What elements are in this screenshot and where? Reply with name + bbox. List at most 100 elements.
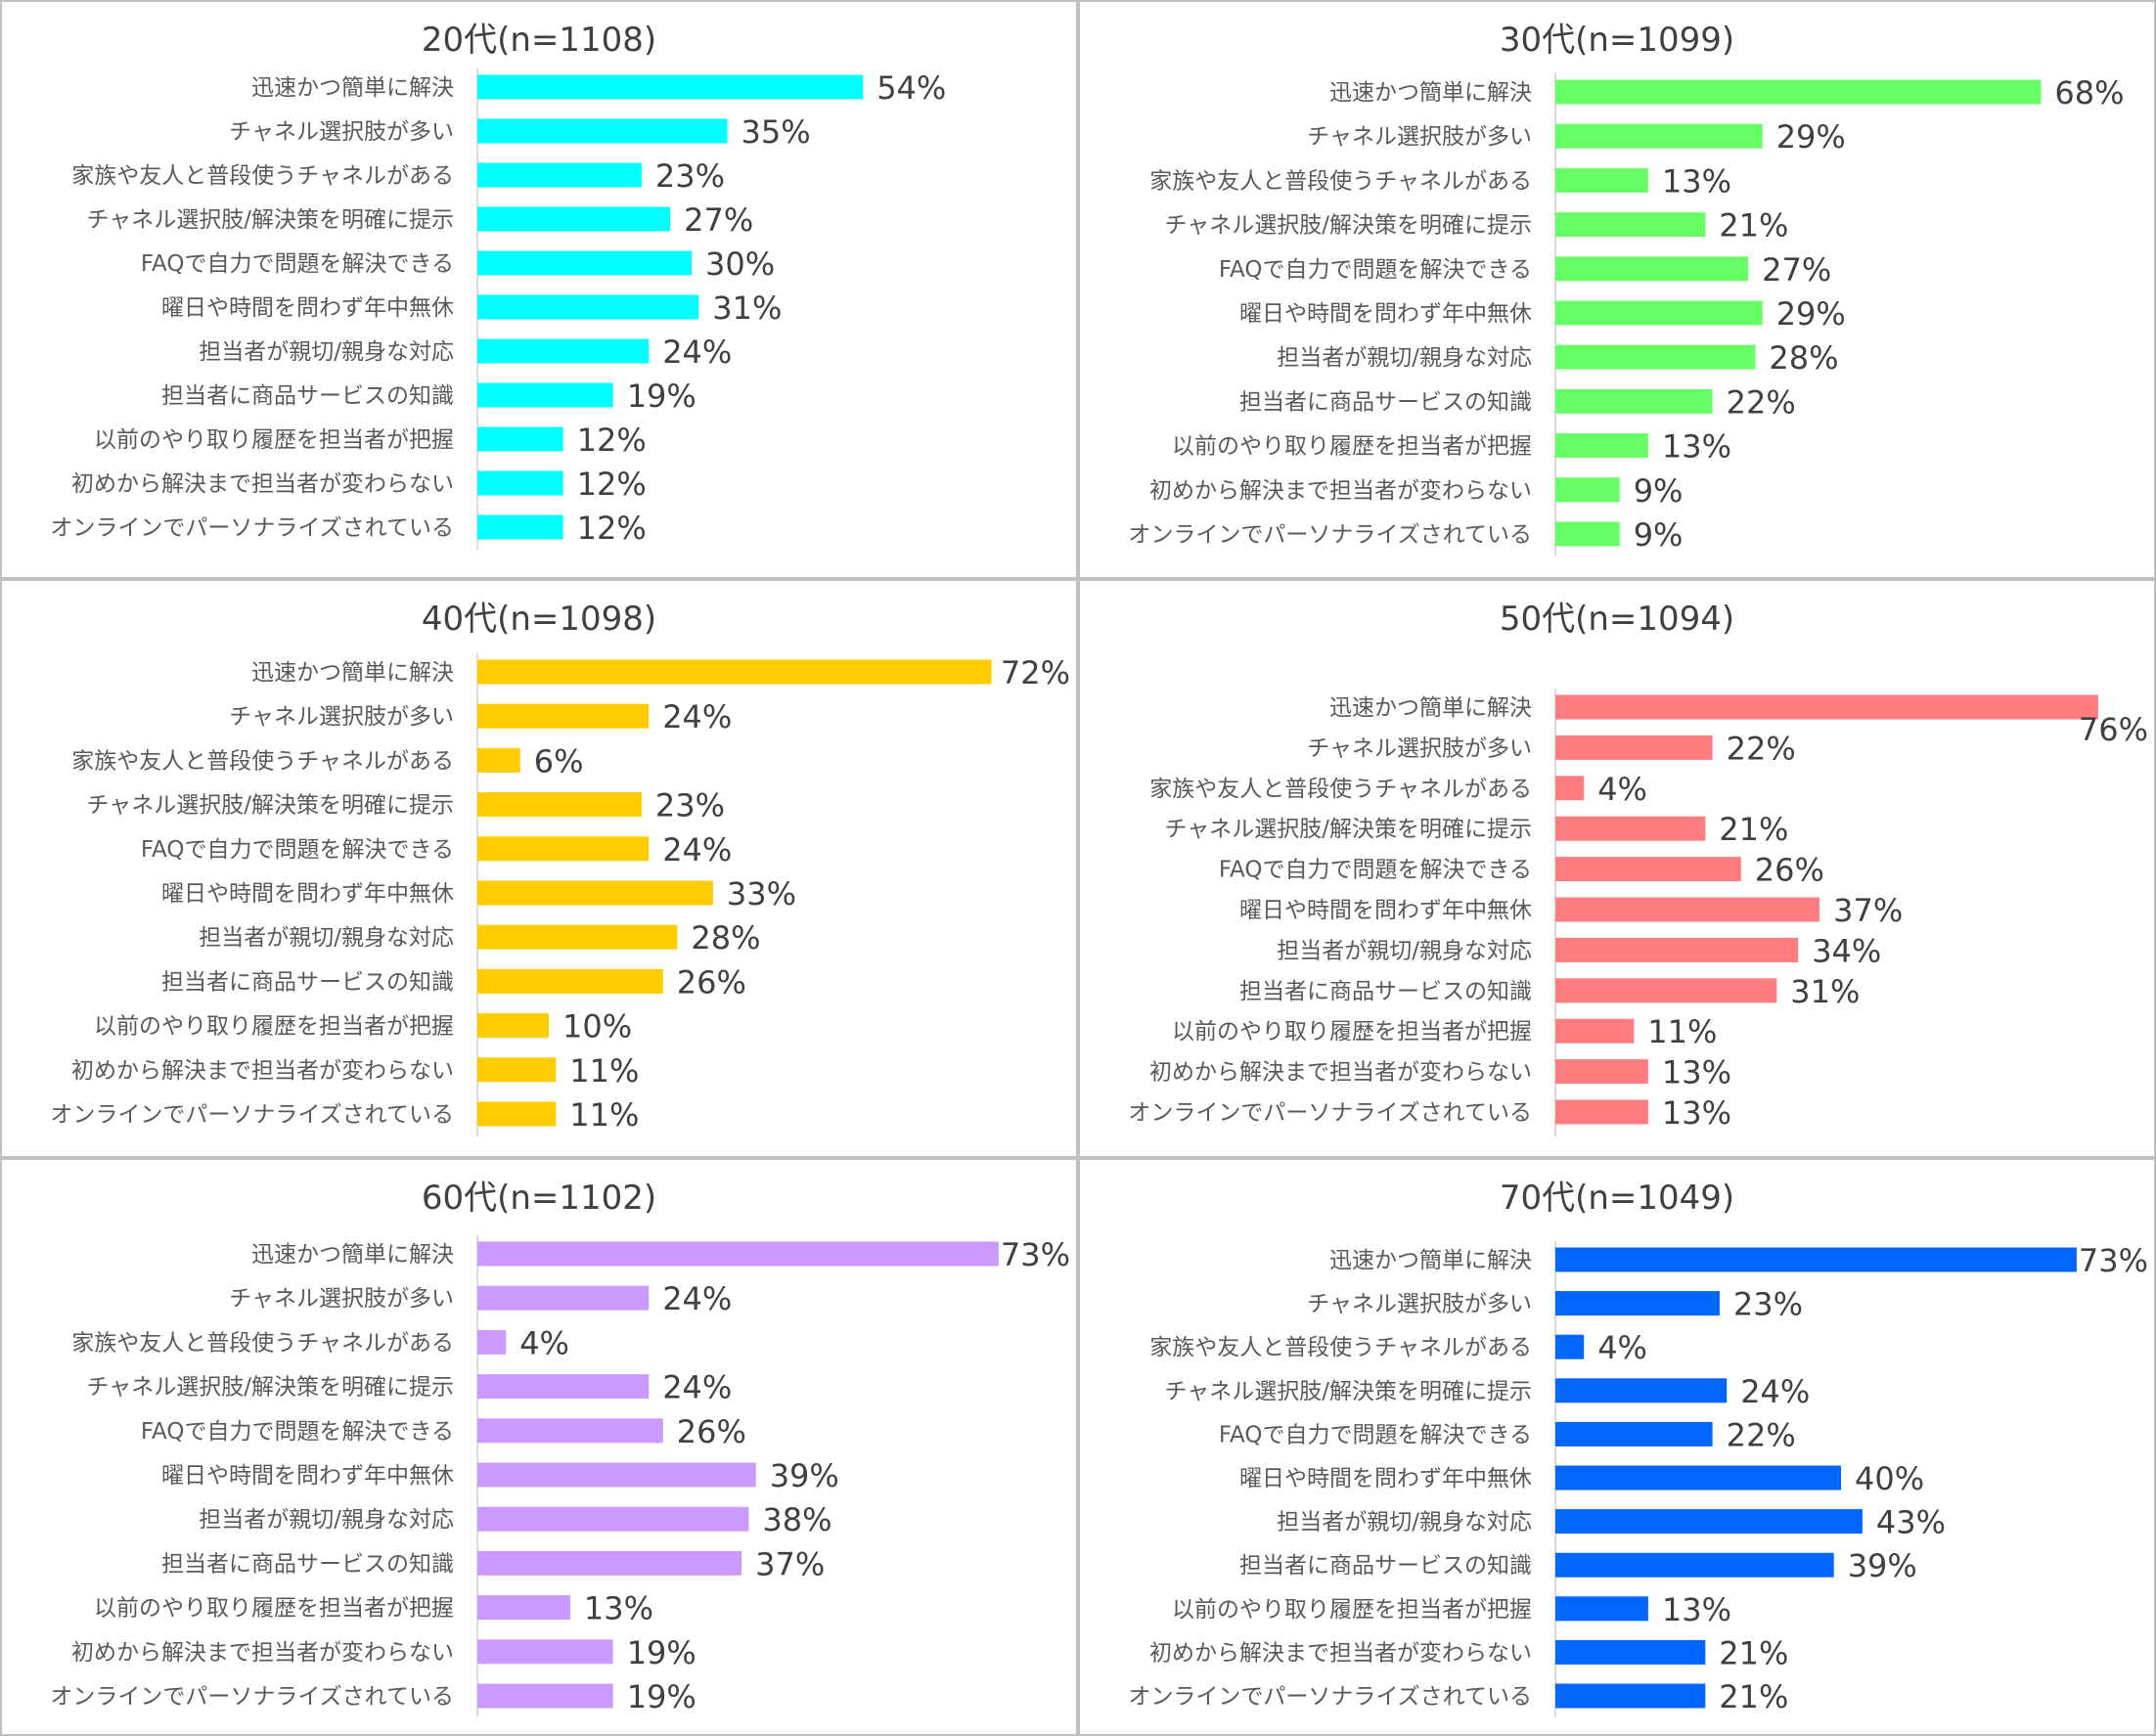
category-label: 家族や友人と普段使うチャネルがある <box>1149 168 1532 194</box>
bar <box>1555 978 1777 1003</box>
category-label: 以前のやり取り履歴を担当者が把握 <box>94 1596 454 1622</box>
data-label: 27% <box>684 201 753 239</box>
chart-title: 60代(n=1102) <box>422 1179 656 1218</box>
category-label: 初めから解決まで担当者が変わらない <box>1149 1060 1532 1086</box>
data-label: 21% <box>1719 207 1788 245</box>
bar-chart: 30代(n=1099) 迅速かつ簡単に解決 68% チャネル選択肢が多い 29% 家族や友… <box>1128 21 2125 556</box>
category-label: 担当者が親切/親身な対応 <box>1277 1510 1532 1536</box>
data-label: 76% <box>2079 711 2148 748</box>
category-label: オンラインでパーソナライズされている <box>1128 1684 1532 1710</box>
bar <box>477 924 678 950</box>
bar <box>1555 344 1756 370</box>
category-label: チャネル選択肢が多い <box>1307 735 1532 761</box>
bar <box>477 659 992 685</box>
category-label: 家族や友人と普段使うチャネルがある <box>1149 777 1532 802</box>
bar-chart: 60代(n=1102) 迅速かつ簡単に解決 73% チャネル選択肢が多い 24% 家族や友… <box>50 1179 1070 1716</box>
data-label: 21% <box>1719 811 1788 848</box>
bar <box>1555 1509 1863 1535</box>
bar <box>477 968 663 994</box>
data-label: 38% <box>762 1501 831 1538</box>
data-label: 4% <box>1597 1329 1647 1366</box>
chart-panel-50s: 50代(n=1094) 迅速かつ簡単に解決 76% チャネル選択肢が多い 22% 家族や友… <box>1078 579 2156 1158</box>
data-label: 68% <box>2054 74 2124 111</box>
chart-panel-60s: 60代(n=1102) 迅速かつ簡単に解決 73% チャネル選択肢が多い 24% 家族や友… <box>0 1158 1078 1736</box>
data-label: 22% <box>1727 1416 1796 1453</box>
bar <box>1555 776 1585 801</box>
data-label: 30% <box>705 245 775 283</box>
category-label: チャネル選択肢/解決策を明確に提示 <box>86 793 454 819</box>
bar <box>477 1374 650 1400</box>
chart-title: 70代(n=1049) <box>1500 1179 1734 1218</box>
bar <box>477 1462 756 1488</box>
bar <box>1555 521 1620 547</box>
bar <box>477 1013 549 1039</box>
category-label: 担当者に商品サービスの知識 <box>161 1551 454 1577</box>
data-label: 31% <box>1790 973 1860 1010</box>
data-label: 10% <box>562 1008 632 1046</box>
category-label: 迅速かつ簡単に解決 <box>1329 695 1532 721</box>
category-label: 迅速かつ簡単に解決 <box>1329 80 1532 106</box>
data-label: 35% <box>741 113 811 151</box>
data-label: 54% <box>876 69 946 107</box>
chart-panel-70s: 70代(n=1049) 迅速かつ簡単に解決 73% チャネル選択肢が多い 23% 家族や友… <box>1078 1158 2156 1736</box>
bar <box>1555 212 1706 238</box>
data-label: 24% <box>662 334 732 371</box>
category-label: 担当者が親切/親身な対応 <box>199 925 454 951</box>
data-label: 19% <box>627 378 696 415</box>
category-label: FAQで自力で問題を解決できる <box>1219 1422 1532 1447</box>
data-label: 12% <box>577 466 647 503</box>
bar <box>477 1241 999 1267</box>
bar <box>477 118 728 144</box>
bar <box>1555 1465 1841 1491</box>
category-label: 担当者が親切/親身な対応 <box>199 339 454 365</box>
data-label: 9% <box>1634 516 1684 554</box>
data-label: 28% <box>1769 339 1838 377</box>
bar <box>477 792 642 818</box>
category-label: 以前のやり取り履歴を担当者が把握 <box>94 427 454 453</box>
category-label: FAQで自力で問題を解決できる <box>141 251 454 277</box>
data-label: 13% <box>1662 428 1731 466</box>
bar <box>477 382 613 408</box>
category-label: 曜日や時間を問わず年中無休 <box>1239 1466 1532 1491</box>
category-label: オンラインでパーソナライズされている <box>1128 522 1532 548</box>
category-label: 迅速かつ簡単に解決 <box>1329 1248 1532 1273</box>
chart-title: 50代(n=1094) <box>1500 600 1734 639</box>
data-label: 72% <box>1001 654 1070 691</box>
data-label: 13% <box>1662 162 1731 200</box>
category-label: チャネル選択肢/解決策を明確に提示 <box>86 1375 454 1401</box>
bar <box>1555 167 1648 193</box>
data-label: 13% <box>584 1590 653 1627</box>
bar <box>1555 857 1741 882</box>
bar <box>1555 300 1763 326</box>
category-label: 以前のやり取り履歴を担当者が把握 <box>1172 1597 1532 1623</box>
category-label: 迅速かつ簡単に解決 <box>251 660 454 686</box>
data-label: 29% <box>1776 295 1846 333</box>
data-label: 22% <box>1727 730 1796 767</box>
data-label: 37% <box>1833 892 1903 929</box>
data-label: 23% <box>655 787 725 824</box>
category-label: 曜日や時間を問わず年中無休 <box>161 295 454 321</box>
category-label: 担当者に商品サービスの知識 <box>161 969 454 995</box>
bar <box>1555 937 1799 962</box>
category-label: オンラインでパーソナライズされている <box>50 515 454 541</box>
bar <box>477 294 699 320</box>
bar <box>477 1418 663 1444</box>
data-label: 24% <box>1740 1373 1810 1410</box>
data-label: 4% <box>519 1324 569 1361</box>
category-label: チャネル選択肢/解決策を明確に提示 <box>1164 817 1532 842</box>
bar <box>477 1550 742 1576</box>
category-label: FAQで自力で問題を解決できる <box>141 837 454 863</box>
bar <box>1555 256 1749 282</box>
category-label: チャネル選択肢が多い <box>1307 1292 1532 1317</box>
category-label: 担当者に商品サービスの知識 <box>1239 979 1532 1004</box>
data-label: 43% <box>1876 1504 1946 1541</box>
bar <box>1555 1552 1834 1578</box>
category-label: 初めから解決まで担当者が変わらない <box>71 1058 454 1084</box>
category-label: 曜日や時間を問わず年中無休 <box>161 1463 454 1489</box>
chart-title: 30代(n=1099) <box>1500 21 1734 60</box>
data-label: 23% <box>1733 1286 1803 1323</box>
bar <box>477 74 864 100</box>
data-label: 11% <box>569 1052 639 1090</box>
bar <box>1555 123 1763 149</box>
bar <box>1555 897 1820 922</box>
